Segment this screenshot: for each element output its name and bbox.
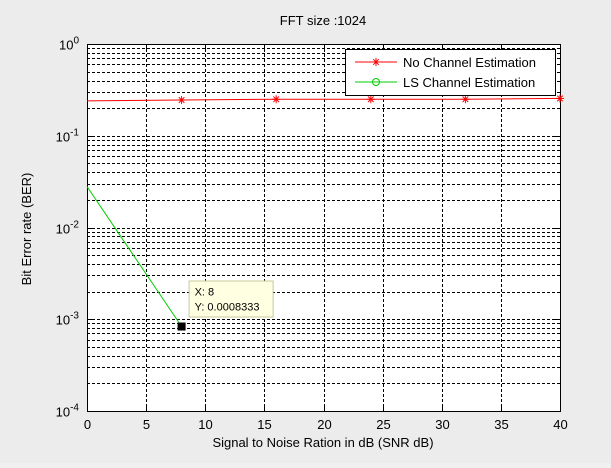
- x-tick-label: 0: [84, 417, 91, 432]
- y-tick-label: 10-4: [56, 403, 80, 420]
- y-tick-label: 10-2: [56, 220, 80, 237]
- x-axis-label: Signal to Noise Ration in dB (SNR dB): [212, 435, 433, 450]
- series-line-2: [86, 186, 183, 327]
- x-tick-label: 35: [494, 417, 508, 432]
- x-tick-label: 5: [143, 417, 150, 432]
- asterisk-marker: [272, 95, 281, 104]
- data-tip[interactable]: X: 8 Y: 0.0008333: [177, 280, 274, 331]
- marker-stroke: [462, 96, 469, 103]
- series-layer: [86, 94, 564, 331]
- series-line-1: [86, 97, 561, 102]
- asterisk-marker: [556, 94, 564, 103]
- legend-entry-label: No Channel Estimation: [403, 55, 536, 70]
- legend: No Channel Estimation LS Channel Estimati…: [345, 49, 556, 96]
- y-tick-label: 10-1: [56, 128, 80, 145]
- x-tick-label: 25: [376, 417, 390, 432]
- legend-box: [345, 49, 556, 96]
- grid-lines: [87, 44, 560, 411]
- marker-stroke: [178, 96, 185, 104]
- datatip-y-text: Y: 0.0008333: [195, 302, 260, 314]
- asterisk-marker: [372, 58, 380, 66]
- datatip-x-text: X: 8: [195, 287, 215, 299]
- chart-title: FFT size :1024: [280, 13, 366, 28]
- x-tick-label: 10: [198, 417, 212, 432]
- x-tick-label: 20: [317, 417, 331, 432]
- asterisk-marker: [461, 95, 470, 104]
- marker-stroke: [556, 95, 564, 102]
- x-tick-label: 40: [553, 417, 567, 432]
- legend-entry-label: LS Channel Estimation: [403, 75, 535, 90]
- x-tick-label: 30: [435, 417, 449, 432]
- marker-stroke: [273, 96, 280, 103]
- datatip-box[interactable]: [188, 280, 274, 318]
- asterisk-marker: [177, 96, 186, 105]
- circle-marker: [372, 78, 380, 86]
- y-tick-label: 10-3: [56, 311, 80, 328]
- y-axis-label: Bit Error rate (BER): [19, 173, 34, 286]
- plot-area: [87, 44, 560, 411]
- asterisk-marker: [366, 95, 375, 104]
- axis-ticks: 0 5 10 15 20 25 30 35 40 10-4 10-3 10-2 10-1 100: [56, 36, 568, 433]
- datatip-marker[interactable]: [177, 322, 186, 331]
- y-tick-label: 100: [59, 36, 79, 53]
- marker-stroke: [372, 58, 380, 66]
- marker-stroke: [367, 96, 374, 103]
- x-tick-label: 15: [257, 417, 271, 432]
